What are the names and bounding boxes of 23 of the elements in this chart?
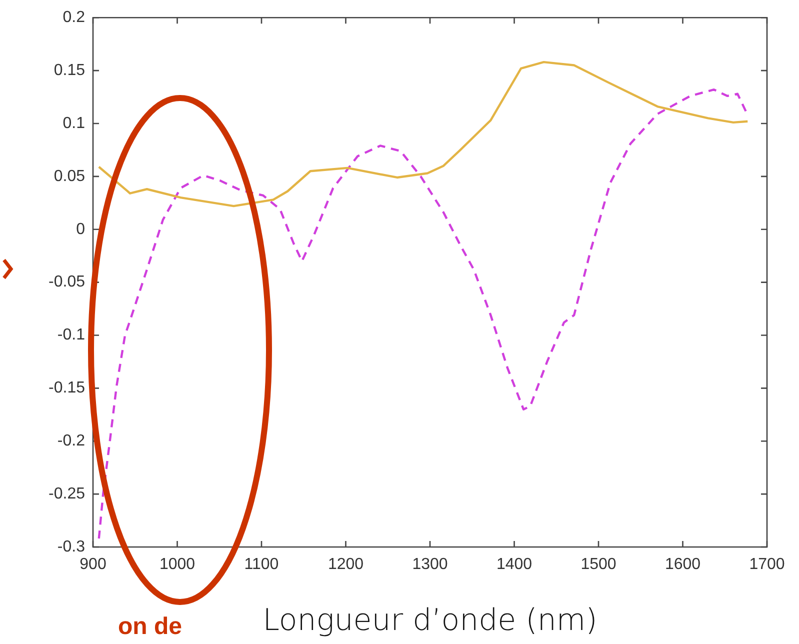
x-tick-label: 1300 <box>412 556 448 574</box>
y-tick-label: 0.15 <box>54 62 86 79</box>
line-series <box>98 88 749 540</box>
x-tick-label: 1000 <box>159 556 196 574</box>
y-tick-label: 0 <box>76 220 86 238</box>
x-tick-label: 1200 <box>328 556 364 574</box>
x-tick-label: 1600 <box>664 556 701 574</box>
y-tick-label: 0.05 <box>54 168 86 185</box>
y-tick-label: -0.3 <box>57 538 86 556</box>
x-tick-label: 900 <box>80 556 106 574</box>
x-tick-label: 1400 <box>496 556 532 574</box>
x-tick-label: 1500 <box>580 556 616 574</box>
y-tick-label: 0.1 <box>62 114 86 132</box>
y-tick-label: -0.2 <box>57 432 86 450</box>
y-tick-label: -0.25 <box>48 485 86 502</box>
y-tick-label: -0.05 <box>48 274 86 291</box>
x-tick-label: 1700 <box>749 556 785 574</box>
y-tick-label: 0.2 <box>62 9 86 26</box>
x-tick-label: 1100 <box>244 556 279 574</box>
y-tick-label: -0.1 <box>57 326 86 344</box>
text: on de <box>118 613 182 640</box>
x-axis-title: Longueur d’onde (nm) <box>262 602 598 638</box>
y-tick-label: -0.15 <box>48 380 86 397</box>
